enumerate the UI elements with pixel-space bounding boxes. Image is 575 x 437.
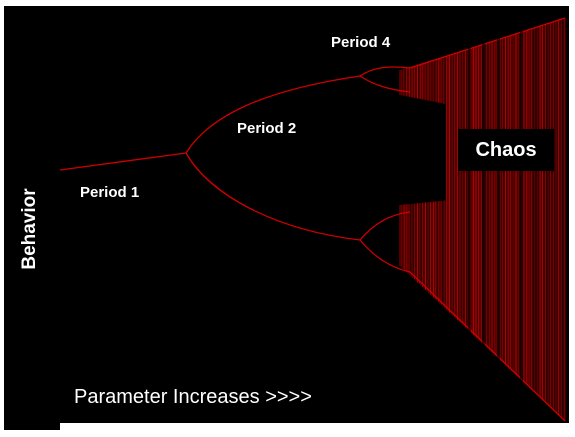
period-1-branch bbox=[59, 152, 187, 171]
period-4-upper-outer bbox=[359, 66, 411, 77]
x-axis-label: Parameter Increases >>>> bbox=[74, 386, 312, 408]
period-1-label: Period 1 bbox=[80, 184, 140, 201]
periodic-window bbox=[520, 20, 523, 420]
behavior-axis-band bbox=[4, 6, 60, 430]
periodic-window bbox=[468, 20, 471, 420]
period-2-label: Period 2 bbox=[237, 120, 297, 137]
periodic-window bbox=[482, 20, 485, 420]
period-4-label: Period 4 bbox=[331, 34, 391, 51]
period-2-lower-branch bbox=[185, 152, 361, 241]
period-4-upper-inner bbox=[359, 75, 411, 93]
chaos-band bbox=[399, 18, 566, 421]
periodic-window bbox=[497, 20, 500, 420]
period-4-lower-outer bbox=[359, 239, 411, 273]
y-axis-label: Behavior bbox=[19, 188, 40, 270]
chaos-label: Chaos bbox=[458, 129, 554, 171]
period-2-upper-branch bbox=[185, 75, 361, 154]
period-4-lower-inner bbox=[359, 211, 411, 241]
